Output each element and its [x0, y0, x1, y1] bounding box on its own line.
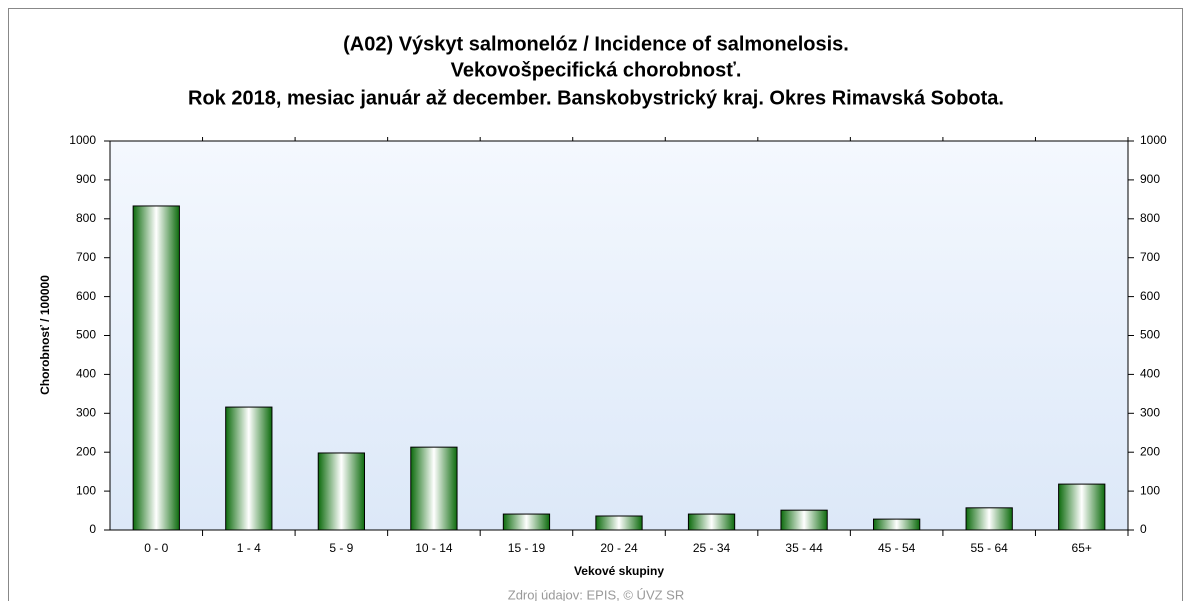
y-tick-label: 800: [76, 211, 96, 225]
y-tick-label: 0: [89, 522, 96, 536]
bar: [780, 509, 828, 531]
x-tick-label: 35 - 44: [785, 541, 823, 555]
bar: [410, 446, 458, 531]
bar: [873, 518, 921, 531]
x-tick-label: 65+: [1072, 541, 1092, 555]
y2-tick-label: 200: [1140, 444, 1160, 458]
y2-tick-label: 500: [1140, 328, 1160, 342]
y2-tick-label: 400: [1140, 367, 1160, 381]
x-tick-label: 0 - 0: [144, 541, 168, 555]
y2-tick-label: 0: [1140, 522, 1147, 536]
x-tick-label: 10 - 14: [415, 541, 453, 555]
y-tick-label: 100: [76, 483, 96, 497]
bar: [1058, 483, 1106, 531]
y-tick-label: 1000: [69, 133, 96, 147]
x-axis-label: Vekové skupiny: [574, 564, 664, 578]
y-tick-label: 200: [76, 444, 96, 458]
x-tick-label: 25 - 34: [693, 541, 731, 555]
y2-tick-label: 900: [1140, 172, 1160, 186]
y-tick-label: 900: [76, 172, 96, 186]
y-tick-label: 500: [76, 328, 96, 342]
chart-title: (A02) Výskyt salmonelóz / Incidence of s…: [343, 33, 849, 55]
bar: [502, 513, 551, 531]
plot-area: [110, 141, 1128, 530]
x-tick-label: 1 - 4: [237, 541, 261, 555]
bar: [965, 507, 1013, 531]
y2-tick-label: 700: [1140, 250, 1160, 264]
x-tick-label: 45 - 54: [878, 541, 916, 555]
y-tick-label: 300: [76, 405, 96, 419]
y2-tick-label: 300: [1140, 405, 1160, 419]
bar: [317, 452, 365, 531]
bar: [687, 513, 736, 531]
bar: [225, 406, 273, 531]
y2-tick-label: 800: [1140, 211, 1160, 225]
chart-subtitle: Rok 2018, mesiac január až december. Ban…: [188, 87, 1004, 109]
y2-tick-label: 600: [1140, 289, 1160, 303]
chart-subtitle: Vekovošpecifická chorobnosť.: [451, 59, 742, 81]
x-tick-label: 20 - 24: [600, 541, 638, 555]
x-tick-label: 55 - 64: [971, 541, 1009, 555]
y-tick-label: 700: [76, 250, 96, 264]
source: Zdroj údajov: EPIS, © ÚVZ SR: [508, 587, 684, 601]
y-axis-label: Chorobnosť / 100000: [38, 275, 52, 395]
x-tick-label: 15 - 19: [508, 541, 546, 555]
x-tick-label: 5 - 9: [329, 541, 353, 555]
y2-tick-label: 1000: [1140, 133, 1167, 147]
y-tick-label: 600: [76, 289, 96, 303]
y2-tick-label: 100: [1140, 483, 1160, 497]
bar: [132, 205, 180, 531]
y-tick-label: 400: [76, 367, 96, 381]
bar: [595, 515, 643, 531]
